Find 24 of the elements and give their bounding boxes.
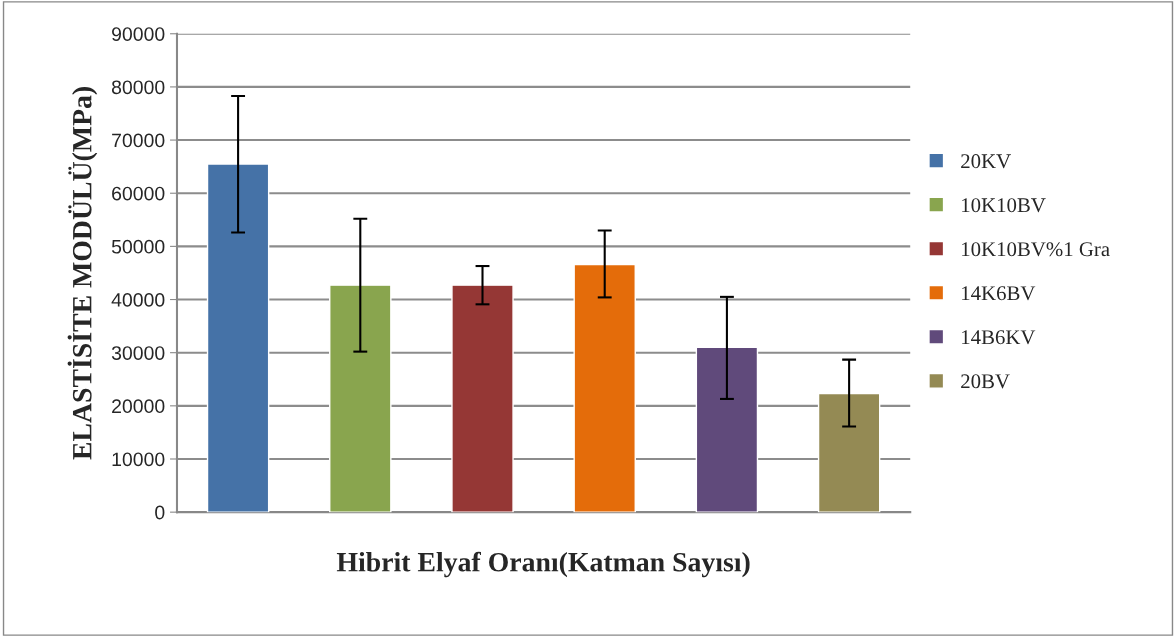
bar	[206, 163, 270, 513]
legend-label: 14B6KV	[962, 330, 1036, 345]
y-tick-label: 20000	[112, 399, 165, 414]
y-tick-label: 70000	[112, 133, 165, 148]
bar	[695, 346, 759, 513]
bar	[573, 263, 636, 513]
y-tick-label: 50000	[111, 239, 165, 254]
bar	[817, 392, 881, 513]
y-tick-label: 80000	[111, 80, 165, 95]
legend-label: 10K10BV%1 Gra	[962, 242, 1110, 257]
bar	[451, 284, 514, 513]
bar	[329, 284, 392, 513]
x-axis-title: Hibrit Elyaf Oranı(Katman Sayısı)	[336, 551, 750, 578]
y-axis-title: ELASTİSİTE MODÜLÜ(MPa)	[67, 87, 98, 460]
y-tick-label: 0	[155, 505, 165, 520]
y-tick-label: 30000	[111, 346, 165, 360]
y-tick-label: 60000	[112, 186, 165, 201]
y-tick-label: 90000	[112, 27, 165, 41]
legend-label: 10K10BV	[962, 198, 1046, 213]
legend-label: 20BV	[961, 374, 1010, 389]
legend-label: 14K6BV	[962, 286, 1036, 301]
y-tick-label: 10000	[112, 452, 165, 467]
y-tick-label: 40000	[111, 293, 165, 307]
legend-label: 20KV	[961, 154, 1011, 169]
